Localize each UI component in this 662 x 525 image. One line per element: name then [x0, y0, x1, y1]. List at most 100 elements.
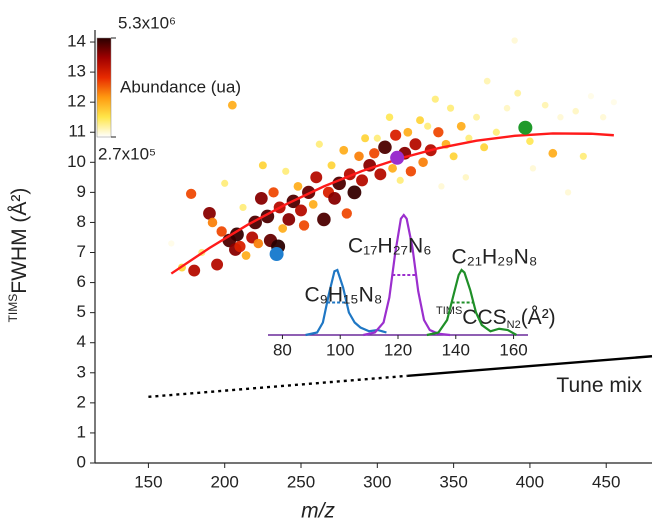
scatter-point — [396, 176, 404, 184]
scatter-point — [293, 181, 303, 191]
scatter-point — [610, 99, 617, 106]
scatter-point — [483, 77, 491, 85]
scatter-point — [278, 224, 288, 233]
y-tick-label: 14 — [67, 32, 86, 51]
scatter-point — [572, 107, 579, 115]
scatter-point — [203, 207, 216, 220]
scatter-point — [216, 226, 227, 237]
scatter-point — [564, 189, 572, 196]
scatter-point — [315, 140, 323, 148]
scatter-point — [473, 113, 480, 121]
x-tick-label: 350 — [439, 472, 467, 491]
scatter-point — [599, 114, 607, 121]
colorbar — [96, 37, 112, 138]
inset-x-tick-label: 140 — [442, 340, 470, 359]
peak-label: C₉H₁₅N₈ — [304, 284, 382, 307]
y-tick-label: 4 — [77, 332, 86, 351]
scatter-point — [526, 137, 534, 145]
scatter-point — [449, 152, 458, 161]
scatter-point — [456, 121, 466, 131]
scatter-point — [480, 143, 489, 152]
scatter-point — [511, 37, 518, 44]
scatter-point — [416, 116, 425, 125]
y-tick-label: 2 — [77, 392, 86, 411]
y-axis-title: TIMSFWHM (Å²) — [6, 188, 30, 323]
scatter-point — [388, 163, 397, 173]
mobilogram — [363, 213, 451, 337]
scatter-point — [254, 192, 268, 205]
scatter-point — [207, 217, 218, 228]
scatter-point — [465, 134, 473, 142]
y-tick-label: 8 — [77, 212, 86, 231]
scatter-point — [211, 258, 224, 271]
scatter-point — [446, 104, 455, 112]
scatter-point — [390, 129, 402, 141]
y-axis-title-prefix: TIMS — [6, 294, 20, 323]
scatter-point — [378, 140, 392, 155]
inset-x-tick-label: 80 — [273, 340, 292, 359]
y-tick-label: 10 — [67, 152, 86, 171]
scatter-point — [373, 134, 381, 142]
scatter-point — [433, 127, 444, 138]
inset-x-title-main: CCS — [462, 306, 506, 329]
inset-x-title-sub: N2 — [507, 319, 521, 331]
scatter-point — [295, 204, 307, 217]
dotted-line — [148, 374, 408, 399]
y-tick-label: 0 — [77, 452, 86, 471]
scatter-point — [405, 166, 417, 177]
scatter-point — [253, 238, 264, 249]
x-tick-label: 450 — [592, 472, 620, 491]
y-tick-label: 3 — [77, 362, 86, 381]
scatter-point — [492, 128, 500, 136]
x-tick-label: 250 — [287, 472, 315, 491]
highlight-point — [518, 120, 533, 135]
scatter-point — [361, 134, 370, 143]
scatter-point — [347, 185, 362, 200]
scatter-point — [188, 264, 201, 277]
y-tick-label: 7 — [77, 242, 86, 261]
scatter-point — [374, 168, 387, 181]
scatter-point — [431, 95, 439, 103]
scatter-point — [356, 174, 369, 187]
scatter-point — [234, 240, 246, 253]
scatter-point — [369, 148, 380, 159]
x-tick-label: 300 — [363, 472, 391, 491]
line — [407, 355, 653, 377]
colorbar-title: Abundance (ua) — [120, 77, 241, 96]
highlight-point — [269, 247, 284, 262]
scatter-point — [587, 93, 595, 100]
inset-x-tick-label: 120 — [384, 340, 412, 359]
scatter-point — [328, 192, 341, 205]
x-tick-label: 400 — [516, 472, 544, 491]
y-axis-title-main: FWHM (Å²) — [8, 188, 31, 294]
scatter-point — [168, 240, 175, 247]
y-tick-label: 13 — [67, 62, 86, 81]
highlight-point — [390, 150, 405, 165]
y-tick-label: 9 — [77, 182, 86, 201]
scatter-point — [403, 127, 413, 137]
scatter-point — [354, 151, 364, 162]
scatter-point — [548, 148, 558, 158]
inset-x-title: TIMSCCSN2(Å²) — [436, 305, 556, 331]
line-label: Tune mix — [556, 374, 642, 397]
scatter-point — [327, 161, 336, 170]
inset-x-tick-label: 160 — [499, 340, 527, 359]
peak-label: C₁₇H₂₇N₆ — [348, 235, 432, 258]
scatter-point — [239, 203, 247, 211]
scatter-point — [529, 165, 537, 172]
y-tick-label: 6 — [77, 272, 86, 291]
scatter-point — [230, 227, 244, 242]
scatter-point — [462, 174, 470, 181]
inset-x-tick-label: 100 — [326, 340, 354, 359]
scatter-point — [185, 188, 197, 200]
scatter-point — [310, 171, 323, 184]
mobilogram — [305, 268, 387, 337]
scatter-point — [282, 213, 296, 226]
scatter-point — [258, 161, 267, 170]
scatter-point — [503, 104, 511, 112]
x-axis-title: m/z — [301, 500, 335, 523]
scatter-point — [541, 101, 549, 109]
scatter-point — [557, 114, 564, 121]
scatter-point — [282, 167, 290, 175]
